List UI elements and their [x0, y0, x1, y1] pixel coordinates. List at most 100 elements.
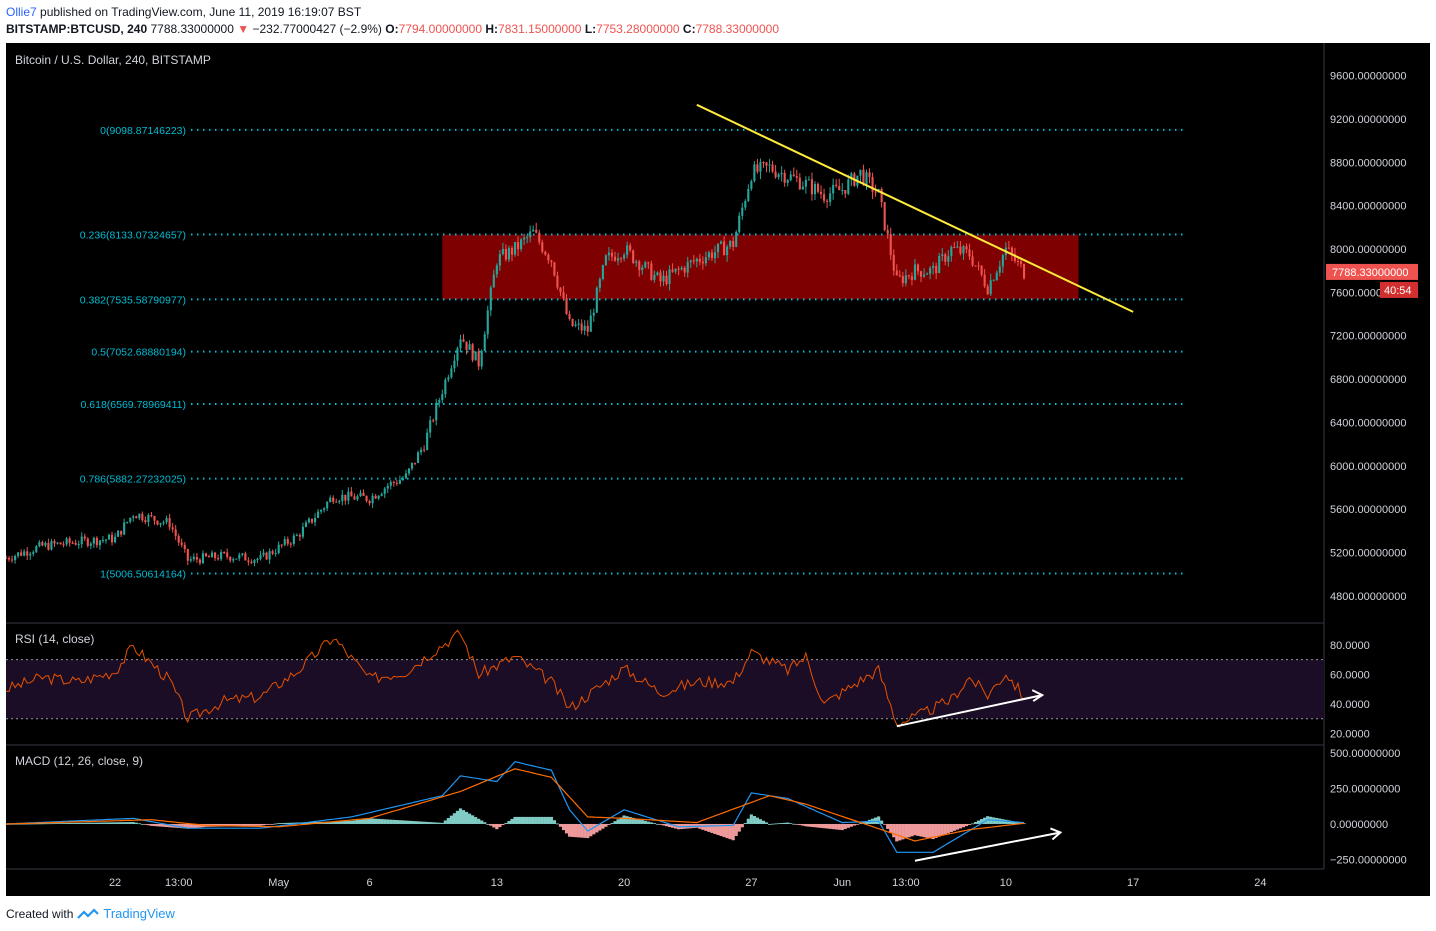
candle-body [498, 254, 501, 266]
macd-histogram-bar [77, 822, 81, 824]
candle [286, 536, 289, 547]
candle-body [432, 420, 435, 422]
candle-body [253, 560, 256, 563]
candle [407, 468, 411, 476]
candle [56, 542, 59, 545]
candle-body [310, 518, 314, 523]
macd-histogram-bar [755, 817, 760, 824]
macd-histogram-bar [807, 823, 811, 827]
candle [774, 164, 777, 179]
chart-canvas[interactable]: 0(9098.87146223) 0.236(8133.07324657) 0.38… [6, 43, 1430, 896]
macd-histogram-bar [858, 823, 863, 825]
rsi-arrow-head [1031, 689, 1045, 702]
candle-body [544, 251, 547, 255]
macd-histogram-bar [271, 823, 275, 825]
candle [768, 159, 771, 173]
author-link[interactable]: Ollie7 [6, 5, 37, 19]
macd-histogram-bar [143, 823, 147, 825]
candle [686, 256, 689, 278]
candle-body [426, 432, 429, 450]
candle-body [813, 183, 817, 195]
macd-histogram-bar [610, 823, 614, 824]
candle [671, 263, 674, 273]
tradingview-brand-link[interactable]: TradingView [103, 906, 175, 921]
candle-body [323, 508, 326, 510]
candle-body [477, 351, 480, 367]
macd-histogram-bar [489, 823, 493, 826]
macd-histogram-bar [716, 823, 720, 836]
macd-histogram-bar [186, 823, 190, 829]
candle-body [289, 543, 292, 545]
candle [620, 256, 623, 263]
candle-body [674, 268, 677, 272]
macd-histogram-bar [713, 823, 717, 834]
candle [410, 462, 414, 471]
candle-body [244, 553, 247, 561]
candle-body [410, 462, 414, 469]
macd-histogram-bar [101, 822, 105, 824]
candle [810, 172, 814, 201]
candle [220, 549, 223, 561]
candle [880, 187, 883, 208]
macd-histogram-bar [901, 823, 905, 840]
candle-body [395, 482, 398, 484]
candle-body [47, 542, 50, 550]
fib-level-label: 0.382(7535.58790977) [80, 294, 186, 306]
candle [350, 487, 353, 497]
candle [420, 447, 423, 456]
candle [341, 490, 344, 506]
candle-body [32, 552, 35, 554]
macd-histogram-bar [777, 823, 781, 825]
candle-body [62, 544, 65, 546]
tradingview-logo-icon [77, 907, 100, 919]
candle-body [695, 258, 698, 262]
candle-body [992, 280, 995, 282]
macd-histogram-bar [658, 823, 663, 825]
countdown-label: 40:54 [1384, 285, 1412, 297]
candle-body [874, 191, 877, 193]
macd-histogram-bar [374, 818, 378, 824]
candle [789, 170, 792, 182]
candle-body [680, 267, 683, 270]
macd-histogram-bar [234, 823, 238, 827]
candle [7, 556, 11, 562]
macd-histogram-bar [895, 823, 899, 842]
candle-body [495, 265, 498, 275]
macd-histogram-bar [892, 823, 896, 838]
candle-body [392, 481, 395, 483]
candle [141, 511, 144, 523]
macd-histogram-bar [131, 822, 135, 824]
candle [650, 260, 653, 281]
candle [595, 286, 598, 314]
macd-histogram-bar [880, 820, 884, 824]
macd-signal-line [6, 768, 1025, 842]
candle [668, 265, 671, 291]
macd-histogram-bar [846, 823, 850, 828]
candle-body [723, 241, 726, 256]
macd-histogram-bar [661, 823, 666, 826]
candle [983, 269, 986, 289]
macd-histogram-bar [604, 823, 608, 827]
candle [692, 255, 695, 265]
candle [17, 552, 20, 559]
candle-body [95, 537, 98, 546]
candle [192, 553, 195, 562]
candle [435, 398, 438, 426]
candle [807, 176, 810, 181]
candle-body [362, 492, 365, 496]
candle-body [456, 348, 459, 361]
time-axis-tick: 27 [745, 877, 757, 889]
candle [922, 268, 926, 278]
rsi-title: RSI (14, close) [15, 632, 94, 646]
candle-body [417, 452, 420, 463]
candle [995, 270, 998, 281]
candle-body [729, 240, 732, 247]
macd-histogram-bar [952, 823, 956, 831]
candle-body [671, 269, 674, 272]
macd-histogram-bar [113, 822, 117, 824]
candle-body [995, 272, 998, 281]
candle-body [807, 179, 810, 181]
open-value: 7794.00000000 [398, 22, 483, 36]
macd-histogram-bar [137, 823, 141, 825]
price-axis-tick: 5200.00000000 [1330, 548, 1406, 560]
